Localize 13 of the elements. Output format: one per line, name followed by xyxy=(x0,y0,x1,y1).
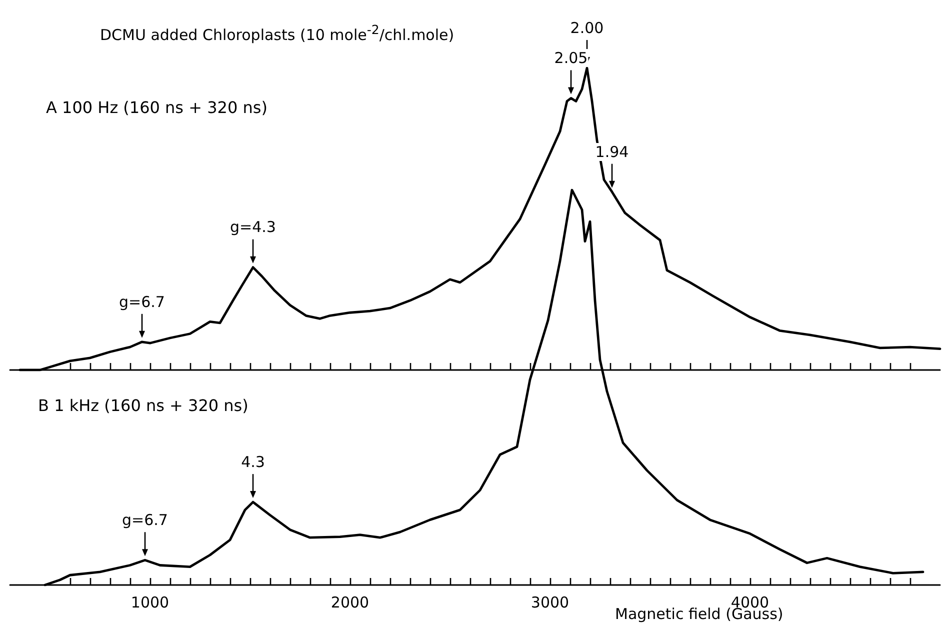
annotation: g=6.7 xyxy=(121,511,169,530)
annotation: 2.00 xyxy=(569,19,605,37)
x-tick-label: 3000 xyxy=(530,594,570,612)
text: A 100 Hz (160 ns + 320 ns) xyxy=(46,98,268,117)
text: B 1 kHz (160 ns + 320 ns) xyxy=(38,396,248,415)
annotation: 1.94 xyxy=(594,142,630,161)
annotation: 2.05 xyxy=(553,49,589,68)
chart-title: DCMU added Chloroplasts (10 mole$^{-2}$/chl.mole) xyxy=(100,22,454,44)
annotation: g=4.3 xyxy=(229,218,277,236)
annotation: 4.3 xyxy=(240,453,266,472)
x-tick-label: 2000 xyxy=(330,594,370,612)
x-tick-label: 1000 xyxy=(130,594,170,612)
annotation: g=6.7 xyxy=(118,292,166,311)
